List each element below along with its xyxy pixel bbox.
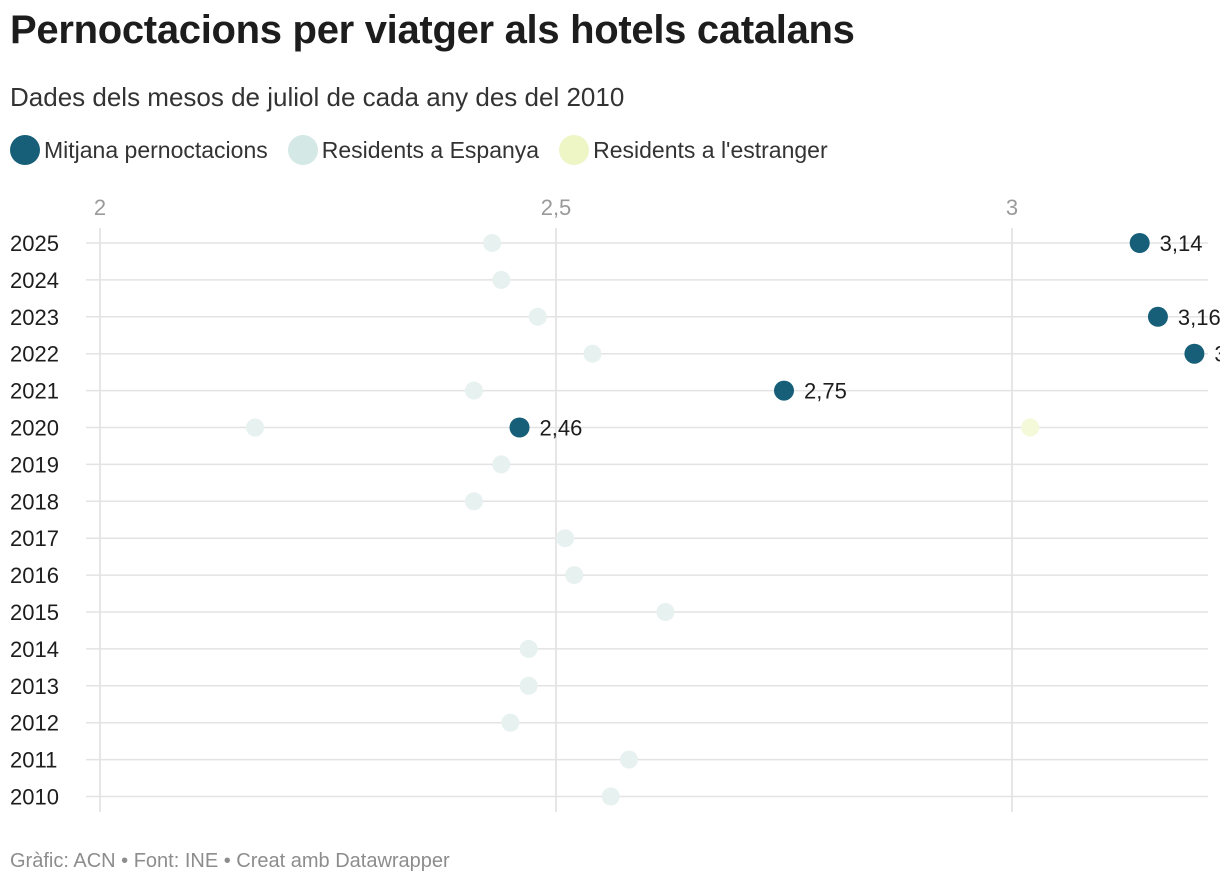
y-category-label: 2019 — [10, 452, 59, 477]
y-category-label: 2018 — [10, 489, 59, 514]
legend-item-estranger: Residents a l'estranger — [559, 135, 828, 165]
legend: Mitjana pernoctacions Residents a Espany… — [10, 135, 848, 165]
y-category-label: 2010 — [10, 785, 59, 810]
chart-footer: Gràfic: ACN • Font: INE • Creat amb Data… — [10, 850, 450, 872]
data-label: 2,75 — [804, 379, 847, 404]
dot-mitjana — [1129, 233, 1150, 253]
y-category-label: 2022 — [10, 342, 59, 367]
data-label: 2,46 — [540, 416, 583, 441]
dot-espanya — [483, 234, 502, 252]
chart-subtitle: Dades dels mesos de juliol de cada any d… — [10, 82, 625, 112]
x-tick-label: 2,5 — [541, 195, 572, 220]
legend-label-mitjana: Mitjana pernoctacions — [44, 136, 268, 163]
dot-mitjana — [1147, 306, 1168, 327]
dot-espanya — [464, 492, 483, 511]
y-category-label: 2025 — [10, 231, 59, 256]
y-category-label: 2016 — [10, 563, 59, 588]
y-category-label: 2014 — [10, 637, 59, 662]
dot-espanya — [492, 455, 511, 474]
dot-estranger — [1021, 418, 1040, 437]
y-category-label: 2024 — [10, 268, 59, 293]
dot-mitjana — [774, 380, 794, 401]
dot-espanya — [501, 713, 520, 732]
y-category-label: 2023 — [10, 305, 59, 330]
data-label: 3,16 — [1178, 305, 1220, 330]
y-category-label: 2013 — [10, 674, 59, 699]
y-category-label: 2020 — [10, 416, 59, 441]
legend-swatch-espanya — [287, 135, 318, 165]
dot-espanya — [519, 676, 538, 695]
legend-swatch-estranger — [559, 135, 590, 165]
x-tick-label: 2 — [94, 195, 106, 220]
y-category-label: 2012 — [10, 711, 59, 736]
y-category-label: 2021 — [10, 379, 59, 404]
dot-espanya — [619, 750, 638, 769]
dot-espanya — [565, 566, 584, 585]
dot-espanya — [556, 529, 575, 548]
dot-plot: 22,533,542025202420232022202120202019201… — [10, 195, 1220, 812]
dot-espanya — [519, 639, 538, 658]
dot-espanya — [464, 381, 483, 400]
y-category-label: 2015 — [10, 600, 59, 625]
dot-espanya — [528, 307, 547, 326]
legend-item-mitjana: Mitjana pernoctacions — [10, 135, 268, 165]
dot-espanya — [492, 270, 511, 289]
data-label: 3,2 — [1214, 342, 1220, 367]
dot-mitjana — [1184, 343, 1205, 364]
dot-espanya — [601, 787, 620, 806]
dot-espanya — [583, 344, 602, 363]
y-category-label: 2017 — [10, 526, 59, 551]
x-tick-label: 3 — [1006, 195, 1018, 220]
dot-espanya — [246, 418, 265, 437]
legend-label-espanya: Residents a Espanya — [321, 136, 540, 163]
y-category-label: 2011 — [10, 748, 57, 773]
legend-label-estranger: Residents a l'estranger — [593, 136, 828, 163]
data-label: 3,14 — [1160, 231, 1203, 256]
legend-item-espanya: Residents a Espanya — [287, 135, 540, 165]
legend-swatch-mitjana — [10, 135, 40, 165]
dot-espanya — [656, 603, 675, 621]
chart-title: Pernoctacions per viatger als hotels cat… — [10, 8, 855, 52]
dot-mitjana — [509, 417, 530, 438]
